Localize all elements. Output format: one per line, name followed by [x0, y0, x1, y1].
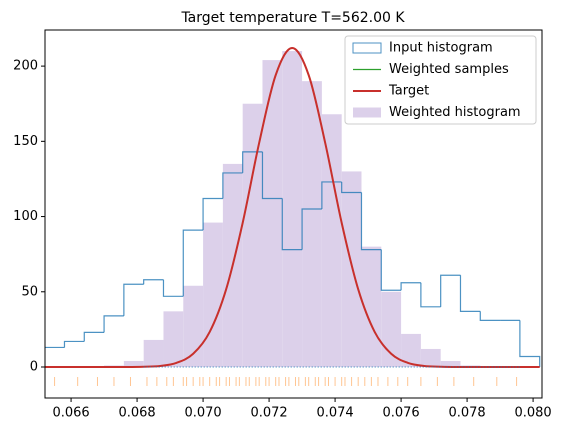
weighted-bar	[440, 360, 461, 368]
legend-swatch	[353, 107, 381, 118]
x-tick-label: 0.068	[118, 406, 155, 421]
x-tick-label: 0.070	[184, 406, 221, 421]
input-step	[281, 198, 303, 251]
y-tick-label: 50	[21, 284, 38, 299]
plot-area	[45, 47, 541, 387]
input-step	[242, 151, 263, 173]
input-step	[440, 274, 461, 307]
x-tick-label: 0.066	[52, 406, 89, 421]
input-step	[479, 311, 501, 321]
y-tick-label: 150	[13, 134, 38, 149]
legend-label: Target	[388, 84, 429, 99]
weighted-bar	[401, 333, 421, 368]
input-step	[103, 315, 124, 333]
input-step	[519, 320, 541, 368]
input-step	[63, 340, 85, 348]
weighted-bar	[123, 360, 144, 368]
y-tick-label: 200	[13, 59, 38, 74]
input-step	[261, 151, 283, 200]
weighted-bar	[321, 114, 342, 368]
input-step	[162, 279, 184, 297]
weighted-bar	[302, 81, 322, 368]
weighted-bar	[242, 103, 263, 368]
chart-title: Target temperature T=562.00 K	[180, 10, 405, 26]
input-step	[202, 197, 223, 231]
weighted-bar	[143, 339, 164, 368]
input-step	[420, 282, 441, 308]
axes: 0.066 0.068 0.070 0.072 0.074 0.076 0.078 0.080…	[13, 59, 552, 421]
x-tick-label: 0.076	[382, 406, 419, 421]
input-step	[459, 275, 481, 312]
input-step	[123, 283, 144, 316]
legend-label: Weighted histogram	[389, 105, 521, 120]
weighted-bar	[282, 51, 303, 368]
input-step	[222, 172, 243, 199]
weighted-bar	[183, 285, 204, 368]
input-step	[341, 181, 362, 194]
weighted-bar	[163, 311, 184, 368]
input-step	[182, 229, 204, 297]
weighted-bar	[420, 348, 441, 368]
weighted-bar	[341, 171, 362, 368]
y-tick-label: 0	[30, 360, 38, 375]
input-step	[321, 181, 342, 210]
input-step	[400, 282, 421, 291]
weighted-bar	[381, 291, 402, 368]
axes-frame	[44, 29, 543, 399]
legend-swatch	[352, 42, 382, 54]
x-tick-label: 0.080	[514, 406, 551, 421]
input-step	[143, 279, 164, 285]
x-tick-label: 0.072	[250, 406, 287, 421]
legend-box	[344, 35, 537, 125]
legend: Input histogram Weighted samples Target Wei…	[344, 35, 537, 125]
y-tick-label: 100	[13, 209, 38, 224]
legend-label: Weighted samples	[389, 62, 509, 77]
input-step	[83, 331, 105, 342]
input-step	[301, 208, 322, 250]
input-step	[380, 249, 402, 291]
input-step	[45, 346, 65, 368]
weighted-bar	[262, 60, 283, 368]
input-step	[360, 192, 382, 251]
x-tick-label: 0.074	[316, 406, 353, 421]
x-tick-label: 0.078	[448, 406, 485, 421]
weighted-bar	[203, 222, 223, 368]
legend-label: Input histogram	[389, 41, 493, 56]
